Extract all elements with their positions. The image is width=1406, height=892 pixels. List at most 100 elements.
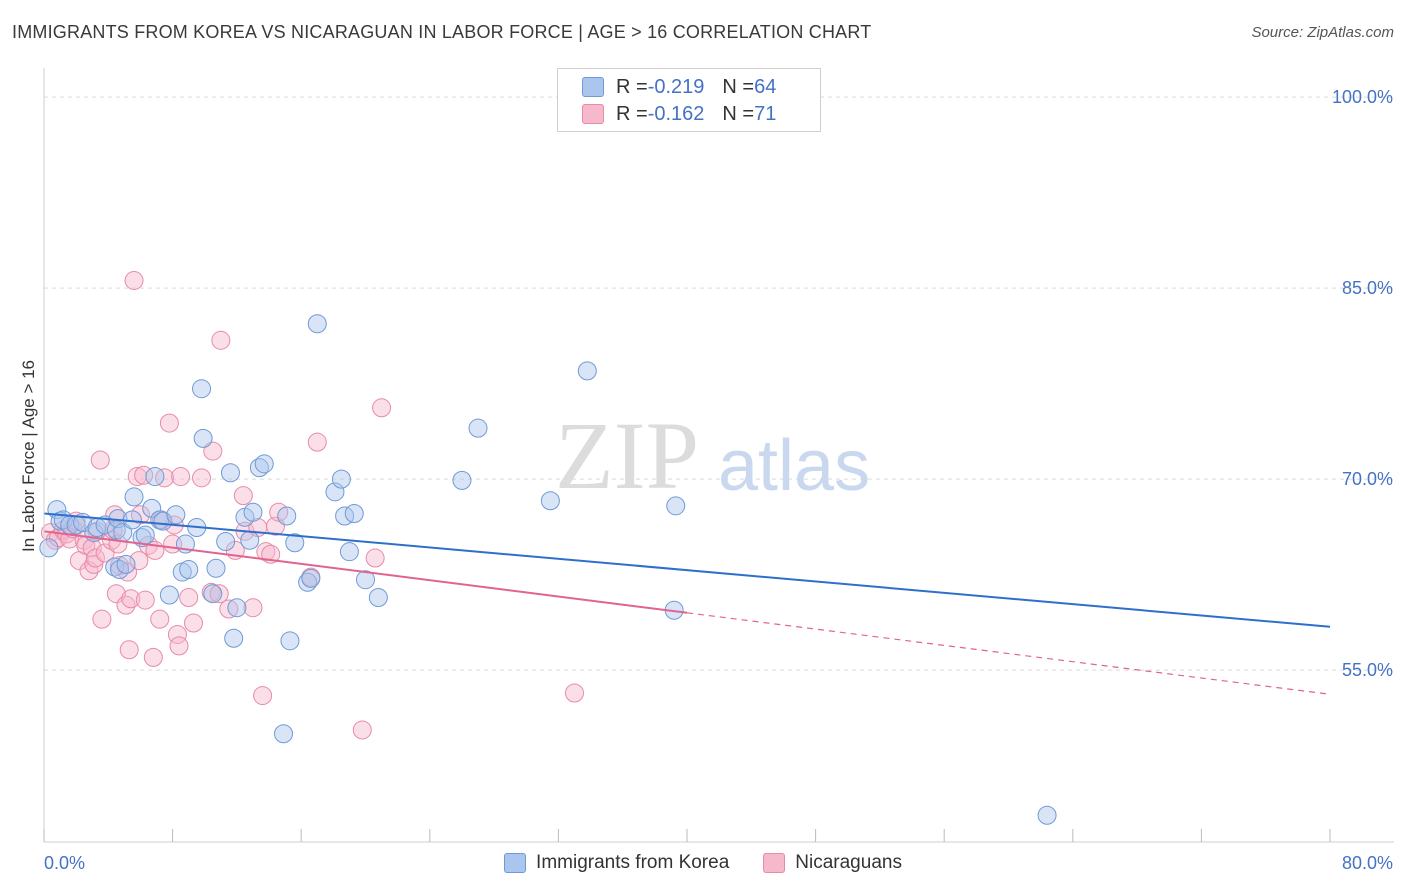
korea-point xyxy=(368,588,388,608)
chart-title: IMMIGRANTS FROM KOREA VS NICARAGUAN IN L… xyxy=(12,22,872,42)
nica-point xyxy=(307,432,327,452)
watermark-atlas: atlas xyxy=(718,426,870,506)
x-tick-label: 0.0% xyxy=(44,853,85,873)
nica-point xyxy=(45,530,65,550)
nica-point xyxy=(253,686,273,706)
source-label: Source: ZipAtlas.com xyxy=(1251,24,1394,41)
nica-point xyxy=(233,486,253,506)
korea-point xyxy=(142,498,162,518)
korea-point xyxy=(203,584,223,604)
nica-point xyxy=(124,270,144,290)
korea-point xyxy=(166,505,186,525)
korea-point xyxy=(277,506,297,526)
nica-point xyxy=(171,467,191,487)
korea-point xyxy=(280,631,300,651)
korea-point xyxy=(577,361,597,381)
nica-point xyxy=(192,468,212,488)
nica-point xyxy=(92,609,112,629)
nica-point xyxy=(150,609,170,629)
korea-point xyxy=(192,379,212,399)
nicaraguans-n-value: 71 xyxy=(754,102,777,125)
nica-point xyxy=(85,548,105,568)
nicaraguans-swatch xyxy=(582,104,604,124)
tick-labels: 55.0% 70.0% 85.0% 100.0% 0.0% 80.0% xyxy=(44,87,1393,873)
korea-point xyxy=(240,530,260,550)
korea-point xyxy=(1037,805,1057,825)
nica-point xyxy=(352,720,372,740)
korea-legend-swatch xyxy=(504,853,527,873)
nica-point xyxy=(90,450,110,470)
korea-point xyxy=(216,531,236,551)
legend-item-nicaraguans: Nicaraguans xyxy=(763,852,902,874)
legend-row-nicaraguans: R = -0.162 N = 71 xyxy=(582,101,776,127)
y-tick-label: 55.0% xyxy=(1342,660,1393,680)
korea-point xyxy=(301,568,321,588)
korea-point xyxy=(339,542,359,562)
nicaraguans-n-label: N = xyxy=(722,102,755,125)
korea-point xyxy=(145,467,165,487)
korea-swatch xyxy=(582,77,604,97)
korea-point xyxy=(227,598,247,618)
korea-point xyxy=(179,560,199,580)
korea-trend-line xyxy=(43,512,1331,628)
nica-point xyxy=(211,330,231,350)
nica-point xyxy=(143,647,163,667)
nica-point xyxy=(564,683,584,703)
nica-point xyxy=(159,413,179,433)
korea-point xyxy=(540,491,560,511)
nica-point xyxy=(79,561,99,581)
korea-point xyxy=(116,554,136,574)
nica-point xyxy=(135,590,155,610)
y-tick-label: 70.0% xyxy=(1342,469,1393,489)
korea-point xyxy=(285,533,305,553)
x-tick-label: 80.0% xyxy=(1342,853,1393,873)
nica-trend-extension xyxy=(686,612,1331,695)
y-tick-label: 85.0% xyxy=(1342,278,1393,298)
korea-point xyxy=(159,585,179,605)
korea-points xyxy=(39,314,1057,825)
korea-point xyxy=(50,511,70,531)
korea-point xyxy=(39,538,59,558)
korea-point xyxy=(254,454,274,474)
korea-n-label: N = xyxy=(722,75,755,98)
korea-point xyxy=(468,418,488,438)
nica-point xyxy=(219,599,239,619)
nica-point xyxy=(372,398,392,418)
korea-point xyxy=(325,482,345,502)
nica-point xyxy=(129,551,149,571)
nica-point xyxy=(256,542,276,562)
nica-point xyxy=(116,595,136,615)
nicaraguans-legend-label: Nicaraguans xyxy=(795,852,902,873)
korea-point xyxy=(105,557,125,577)
korea-point xyxy=(298,572,318,592)
nica-point xyxy=(203,441,223,461)
korea-point xyxy=(243,502,263,522)
stats-legend: R = -0.219 N = 64 R = -0.162 N = 71 xyxy=(557,68,821,132)
nica-point xyxy=(169,636,189,656)
legend-item-korea: Immigrants from Korea xyxy=(504,852,729,874)
nica-point xyxy=(365,548,385,568)
trend-lines xyxy=(43,512,1331,695)
nicaraguans-r-label: R = xyxy=(616,102,648,125)
nica-point xyxy=(84,554,104,574)
korea-point xyxy=(193,428,213,448)
korea-point xyxy=(344,503,364,523)
legend-row-korea: R = -0.219 N = 64 xyxy=(582,74,776,100)
nica-point xyxy=(121,589,141,609)
grid-lines xyxy=(44,96,1394,671)
nica-point xyxy=(183,613,203,633)
korea-point xyxy=(220,463,240,483)
watermark-zip: ZIP xyxy=(555,402,699,509)
nica-point xyxy=(179,588,199,608)
nica-point xyxy=(119,640,139,660)
nica-trend-line xyxy=(43,530,688,614)
korea-point xyxy=(307,314,327,334)
series-legend: Immigrants from Korea Nicaraguans xyxy=(0,852,1406,874)
korea-point xyxy=(110,560,130,580)
y-axis-label: In Labor Force | Age > 16 xyxy=(19,360,38,552)
nica-point xyxy=(243,598,263,618)
korea-point xyxy=(452,470,472,490)
korea-point xyxy=(135,525,155,545)
korea-point xyxy=(206,558,226,578)
nicaraguans-points xyxy=(40,270,584,740)
